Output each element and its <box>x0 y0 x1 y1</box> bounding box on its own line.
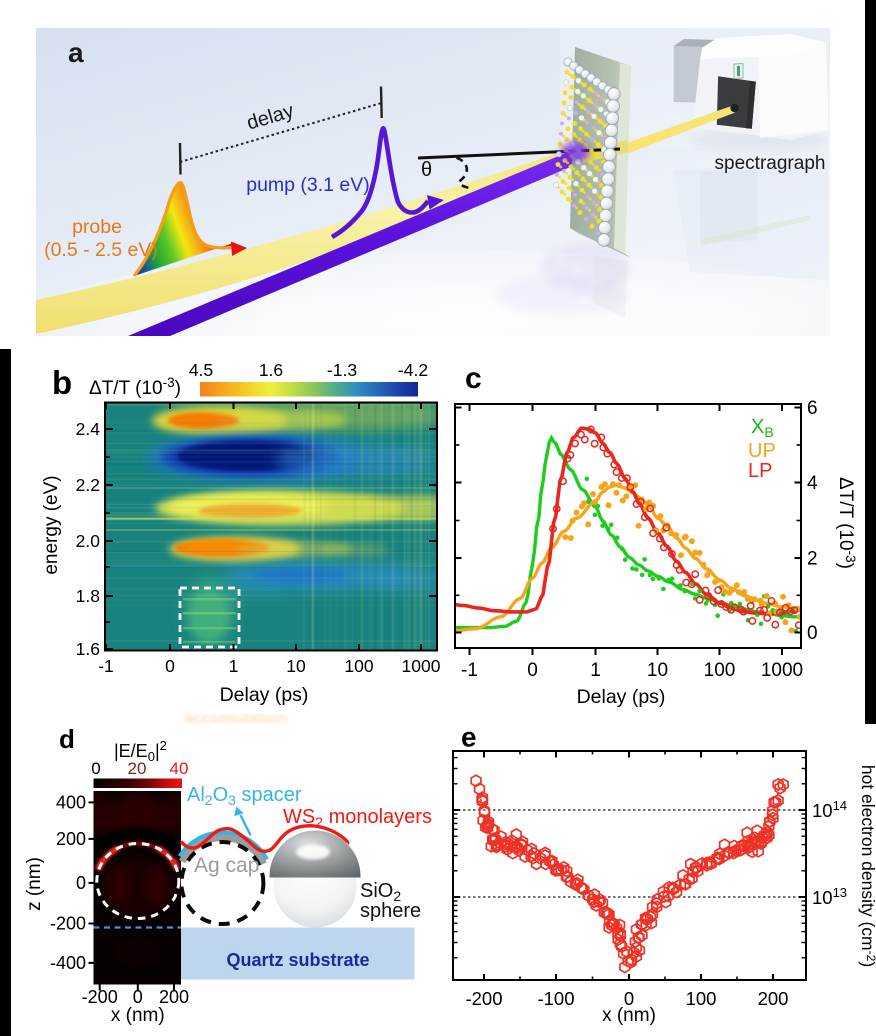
svg-text:energy (eV): energy (eV) <box>41 475 62 574</box>
svg-text:1.6: 1.6 <box>76 639 100 659</box>
svg-text:-100: -100 <box>537 988 574 1009</box>
svg-text:|E/E0|2: |E/E0|2 <box>114 738 167 764</box>
svg-text:-1: -1 <box>461 660 478 681</box>
svg-text:d: d <box>59 724 75 754</box>
svg-text:-200: -200 <box>465 988 502 1009</box>
svg-text:Delay (ps): Delay (ps) <box>577 686 666 708</box>
svg-text:1000: 1000 <box>402 656 441 676</box>
svg-text:-200: -200 <box>50 914 86 934</box>
svg-text:0: 0 <box>91 759 100 778</box>
svg-text:hot electron density (cm-2): hot electron density (cm-2) <box>858 765 876 967</box>
svg-text:c: c <box>465 362 482 395</box>
svg-text:ΔT/T (10-3): ΔT/T (10-3) <box>89 375 181 399</box>
svg-text:-400: -400 <box>50 953 86 973</box>
svg-text:0: 0 <box>76 873 86 893</box>
svg-text:1: 1 <box>229 656 239 676</box>
svg-text:x (nm): x (nm) <box>111 1005 165 1026</box>
svg-text:6: 6 <box>807 398 818 419</box>
svg-text:a: a <box>68 37 84 68</box>
svg-text:ΔT/T (10-3): ΔT/T (10-3) <box>835 477 858 569</box>
svg-text:UP: UP <box>748 440 776 462</box>
svg-text:1014: 1014 <box>812 798 847 821</box>
svg-text:2: 2 <box>807 549 818 570</box>
svg-text:4: 4 <box>807 473 818 494</box>
svg-text:spectragraph: spectragraph <box>715 153 826 174</box>
svg-text:Quartz substrate: Quartz substrate <box>226 950 369 970</box>
svg-text:0: 0 <box>807 623 818 644</box>
svg-text:10: 10 <box>286 656 306 676</box>
svg-text:-4.2: -4.2 <box>398 360 428 380</box>
svg-text:1.8: 1.8 <box>76 586 100 606</box>
svg-text:-1.3: -1.3 <box>327 360 357 380</box>
svg-text:0: 0 <box>527 660 538 681</box>
svg-text:2.2: 2.2 <box>76 475 100 495</box>
svg-text:θ: θ <box>421 159 432 181</box>
svg-text:accumulation: accumulation <box>184 712 287 727</box>
svg-text:2.4: 2.4 <box>76 419 101 439</box>
svg-text:1.6: 1.6 <box>259 360 283 380</box>
svg-text:x (nm): x (nm) <box>602 1005 656 1026</box>
svg-text:100: 100 <box>686 988 717 1009</box>
svg-text:z (nm): z (nm) <box>24 857 45 911</box>
svg-text:0: 0 <box>165 656 175 676</box>
svg-text:probe: probe <box>72 216 122 238</box>
svg-text:20: 20 <box>128 759 147 778</box>
svg-text:pump (3.1 eV): pump (3.1 eV) <box>246 174 370 196</box>
svg-text:4.5: 4.5 <box>189 360 213 380</box>
svg-text:1000: 1000 <box>761 660 803 681</box>
svg-text:200: 200 <box>159 987 189 1007</box>
svg-text:100: 100 <box>704 660 736 681</box>
svg-text:10: 10 <box>647 660 668 681</box>
svg-text:0: 0 <box>624 988 634 1009</box>
svg-text:2.0: 2.0 <box>76 531 101 551</box>
svg-text:200: 200 <box>758 988 789 1009</box>
svg-text:sphere: sphere <box>360 900 421 922</box>
svg-text:LP: LP <box>748 460 772 482</box>
svg-text:Delay (ps): Delay (ps) <box>220 684 309 706</box>
svg-text:100: 100 <box>344 656 373 676</box>
svg-text:40: 40 <box>170 759 189 778</box>
svg-text:1013: 1013 <box>812 885 847 908</box>
svg-text:-1: -1 <box>98 656 114 676</box>
svg-text:b: b <box>52 364 72 401</box>
svg-text:(0.5 - 2.5 eV): (0.5 - 2.5 eV) <box>44 239 158 261</box>
svg-text:200: 200 <box>56 829 86 849</box>
svg-text:XB: XB <box>751 416 774 440</box>
svg-text:Ag cap: Ag cap <box>194 854 259 877</box>
svg-text:Al2O3 spacer: Al2O3 spacer <box>187 784 302 808</box>
svg-text:e: e <box>461 722 477 753</box>
svg-text:WS2 monolayers: WS2 monolayers <box>283 806 432 830</box>
svg-text:0: 0 <box>133 987 143 1007</box>
svg-text:1: 1 <box>590 660 601 681</box>
svg-text:400: 400 <box>56 792 86 812</box>
svg-text:-200: -200 <box>82 987 118 1007</box>
